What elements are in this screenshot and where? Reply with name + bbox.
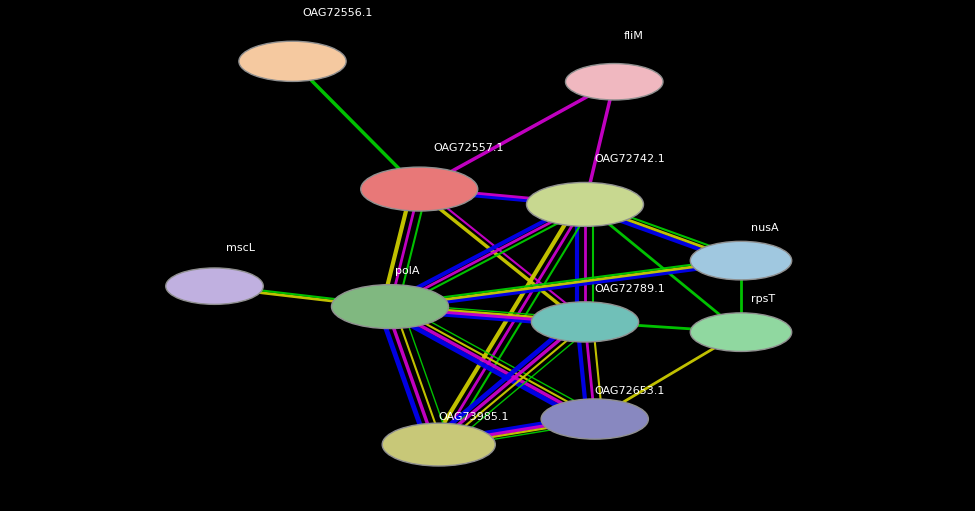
Ellipse shape: [690, 241, 792, 280]
Text: fliM: fliM: [624, 31, 644, 41]
Text: polA: polA: [395, 266, 419, 276]
Ellipse shape: [361, 167, 478, 211]
Text: OAG72742.1: OAG72742.1: [595, 153, 666, 164]
Text: rpsT: rpsT: [751, 294, 775, 304]
Ellipse shape: [690, 313, 792, 352]
Text: nusA: nusA: [751, 222, 778, 233]
Ellipse shape: [332, 285, 448, 329]
Ellipse shape: [382, 423, 495, 466]
Ellipse shape: [566, 63, 663, 100]
Text: OAG72789.1: OAG72789.1: [595, 284, 666, 294]
Text: OAG73985.1: OAG73985.1: [439, 411, 509, 422]
Text: OAG72556.1: OAG72556.1: [302, 8, 372, 18]
Ellipse shape: [541, 399, 648, 439]
Ellipse shape: [166, 268, 263, 305]
Text: OAG72653.1: OAG72653.1: [595, 386, 665, 396]
Text: mscL: mscL: [226, 243, 255, 253]
Ellipse shape: [526, 182, 644, 226]
Text: OAG72557.1: OAG72557.1: [434, 143, 504, 153]
Ellipse shape: [239, 41, 346, 81]
Ellipse shape: [531, 302, 639, 342]
